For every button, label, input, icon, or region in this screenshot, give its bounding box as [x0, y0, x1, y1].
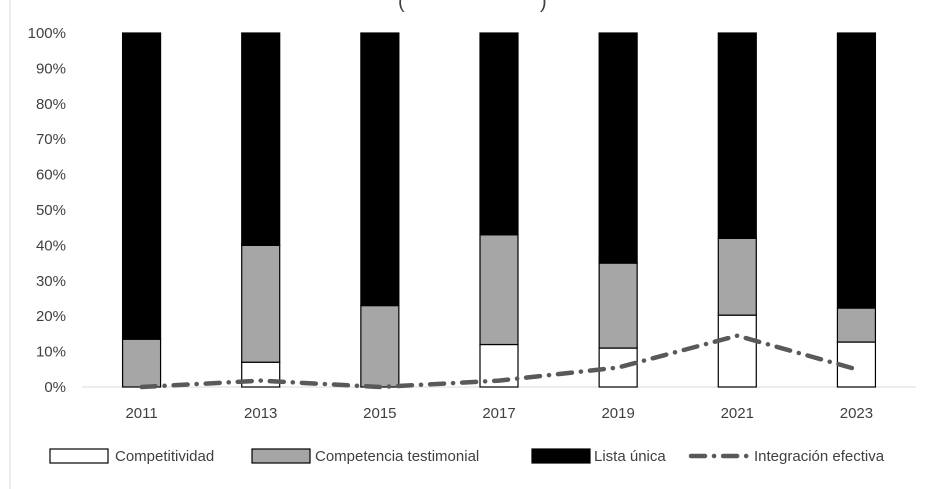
bar-segment-competencia-testimonial	[598, 262, 638, 349]
chart-title-fragment-close: )	[540, 0, 547, 13]
bar-segment-lista-nica	[717, 32, 757, 239]
legend-swatch	[49, 448, 109, 464]
legend-label: Competitividad	[115, 448, 214, 465]
bar-segment-competencia-testimonial	[479, 234, 519, 346]
legend-swatch	[251, 448, 311, 464]
x-tick-label: 2015	[363, 405, 396, 422]
x-tick-label: 2017	[482, 405, 515, 422]
chart-title-fragment: (	[398, 0, 405, 13]
x-tick-label: 2019	[601, 405, 634, 422]
y-axis-tick-labels: 0% 10% 20% 30% 40% 50% 60% 70% 80% 90% 100%	[28, 25, 66, 396]
bar-segment-competencia-testimonial	[717, 237, 757, 316]
x-tick-label: 2021	[721, 405, 754, 422]
x-axis-tick-labels: 2011 2013 2015 2017 2019 2021 2023	[125, 405, 873, 422]
legend-swatch	[531, 448, 591, 464]
legend-label: Integración efectiva	[754, 448, 885, 465]
line-series-integracion-efectiva	[139, 333, 859, 390]
x-tick-label: 2011	[125, 405, 157, 422]
y-tick-label: 60%	[36, 167, 66, 184]
x-tick-label: 2023	[840, 405, 873, 422]
bar-segment-lista-nica	[121, 32, 162, 340]
bar-segment-lista-nica	[360, 32, 400, 307]
legend: Competitividad Competencia testimonial Lis…	[49, 448, 885, 465]
y-tick-label: 30%	[36, 273, 66, 290]
legend-label: Lista única	[594, 448, 666, 465]
y-tick-label: 70%	[36, 131, 66, 148]
y-tick-label: 40%	[36, 237, 66, 254]
y-tick-label: 20%	[36, 308, 66, 325]
y-tick-label: 0%	[44, 379, 66, 396]
y-tick-label: 100%	[28, 25, 66, 42]
bars-layer	[121, 32, 877, 388]
legend-label: Competencia testimonial	[315, 448, 479, 465]
y-tick-label: 80%	[36, 96, 66, 113]
x-tick-label: 2013	[244, 405, 277, 422]
line-layer	[139, 333, 859, 390]
bar-segment-competencia-testimonial	[121, 338, 162, 388]
bar-segment-lista-nica	[479, 32, 519, 236]
bar-segment-competencia-testimonial	[360, 304, 400, 388]
y-tick-label: 50%	[36, 202, 66, 219]
bar-segment-competencia-testimonial	[241, 244, 281, 363]
y-tick-label: 90%	[36, 60, 66, 77]
bar-segment-lista-nica	[836, 32, 877, 309]
bar-segment-competencia-testimonial	[836, 307, 877, 343]
bar-segment-competitividad	[717, 314, 757, 388]
bar-segment-lista-nica	[241, 32, 281, 246]
bar-segment-lista-nica	[598, 32, 638, 264]
y-tick-label: 10%	[36, 344, 66, 361]
